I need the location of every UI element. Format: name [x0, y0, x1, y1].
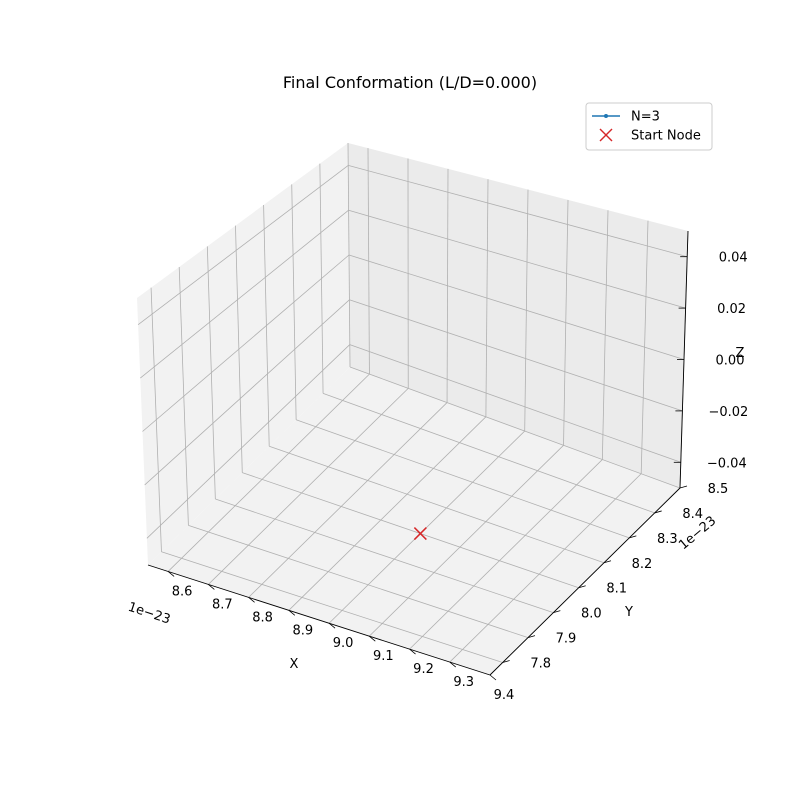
pane-floor [148, 367, 680, 675]
grid-line-y-floor [215, 498, 554, 614]
grid-line-z-left [140, 209, 349, 379]
grid-line-x-floor [208, 388, 409, 585]
grid-lines [137, 142, 689, 676]
grid-line-z-back [349, 299, 683, 412]
legend-x-symbol [599, 128, 613, 142]
y-tick-label: 8.4 [682, 507, 703, 522]
legend-line-marker [604, 114, 608, 118]
x-tick-label: 8.6 [172, 584, 193, 599]
y-tick-label: 8.5 [708, 482, 729, 497]
x-axis-line [147, 564, 491, 676]
grid-line-z-left [142, 254, 350, 432]
grid-line-z-back [348, 165, 688, 258]
x-offset-label: 1e−23 [126, 600, 172, 628]
y-tick-label: 8.1 [606, 582, 627, 597]
x-tick-label: 9.4 [494, 688, 515, 703]
y-tick-label: 7.9 [556, 632, 577, 647]
tick-marks: 8.6 8.7 8.8 8.9 9.0 9.1 9.2 9.3 9.4 7.8 7.9 8.0 8.1 8… [167, 251, 748, 703]
y-tick-label: 8.0 [581, 607, 602, 622]
pane-left [137, 143, 350, 565]
grid-line-z-back [348, 254, 685, 360]
x-tick-label: 8.8 [252, 610, 273, 625]
legend-label-start-node: Start Node [631, 129, 701, 144]
z-tick-label: 0.04 [719, 251, 748, 266]
start-node-marker-stroke [413, 527, 427, 541]
grid-line-y-floor [269, 445, 605, 564]
y-tick-mark [502, 660, 510, 663]
x-tick-label: 9.0 [333, 636, 354, 651]
x-tick-label: 8.9 [292, 623, 313, 638]
z-tick-label: 0.00 [716, 354, 745, 369]
z-axis-label: Z [736, 346, 745, 361]
grid-line-y-floor [188, 525, 529, 638]
pane-back [348, 143, 688, 488]
data-marks [413, 527, 427, 541]
grid-line-y-floor [322, 393, 655, 514]
grid-line-x-floor [328, 430, 525, 624]
grid-line-z-left [146, 344, 351, 539]
y-tick-mark [679, 485, 688, 489]
y-tick-label: 8.3 [657, 532, 678, 547]
x-axis-label: X [290, 657, 299, 672]
x-tick-mark [409, 648, 416, 655]
grid-line-y-floor [349, 366, 681, 489]
grid-line-x-floor [248, 402, 448, 598]
grid-line-y-floor [161, 551, 503, 663]
grid-line-x-floor [167, 373, 370, 572]
x-tick-mark [248, 597, 255, 603]
x-tick-label: 8.7 [212, 597, 233, 612]
y-tick-mark [578, 585, 586, 589]
y-tick-mark [527, 635, 536, 638]
y-tick-mark [603, 560, 612, 564]
y-tick-mark [654, 510, 662, 514]
y-axis-line [489, 487, 681, 676]
legend: N=3 Start Node [585, 102, 713, 151]
legend-frame [585, 102, 713, 151]
grid-line-y-floor [295, 419, 630, 539]
y-tick-label: 8.2 [632, 557, 653, 572]
grid-line-z-back [349, 344, 681, 463]
legend-label-n3: N=3 [631, 110, 660, 125]
grid-line-x-floor [288, 416, 487, 611]
z-tick-label: −0.04 [707, 456, 747, 471]
x-tick-label: 9.3 [453, 675, 474, 690]
y-tick-mark [553, 610, 561, 614]
grid-line-x-floor [449, 473, 642, 663]
grid-line-y-floor [242, 472, 579, 589]
x-tick-mark [328, 622, 336, 629]
x-tick-mark [449, 661, 457, 668]
grid-line-x-floor [409, 459, 603, 650]
x-tick-mark [288, 609, 296, 616]
x-tick-label: 9.2 [413, 662, 434, 677]
grid-line-z-back [348, 209, 686, 309]
x-tick-mark [369, 635, 376, 642]
x-tick-mark [208, 584, 215, 590]
chart-title: Final Conformation (L/D=0.000) [283, 73, 537, 92]
x-tick-mark [167, 571, 175, 577]
x-tick-label: 9.1 [373, 649, 394, 664]
y-tick-mark [629, 535, 637, 539]
grid-line-z-left [144, 299, 350, 486]
grid-line-x-floor [369, 445, 564, 637]
x-tick-mark [489, 674, 497, 681]
start-node-marker [413, 527, 427, 541]
z-tick-label: −0.02 [708, 405, 748, 420]
y-tick-label: 7.8 [530, 657, 551, 672]
grid-line-z-left [137, 165, 349, 326]
y-axis-label: Y [624, 605, 633, 620]
z-tick-label: 0.02 [717, 302, 746, 317]
